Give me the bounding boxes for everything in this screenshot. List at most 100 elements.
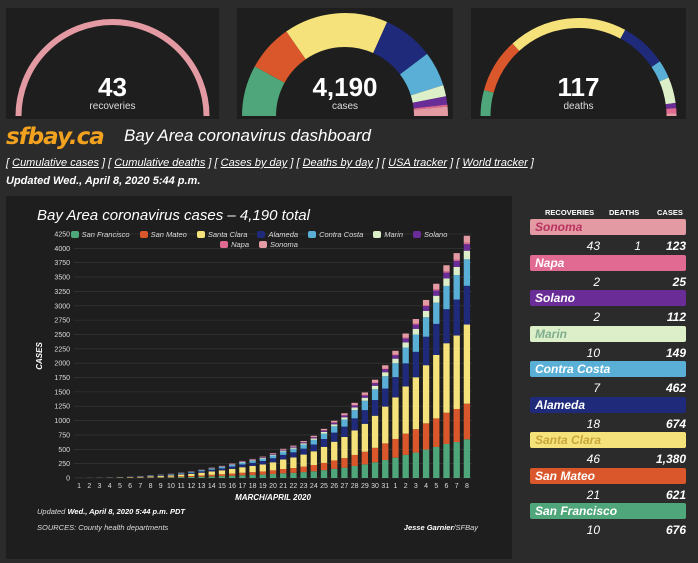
bar-segment-san-mateo — [198, 475, 205, 477]
bar-segment-santa-clara — [167, 475, 175, 477]
bar-segment-sonoma — [290, 445, 297, 447]
bar-segment-san-mateo — [157, 476, 164, 478]
y-tick-label: 250 — [58, 461, 70, 468]
legend-swatch — [413, 231, 422, 238]
y-axis-label: CASES — [35, 342, 44, 370]
x-tick-label: 20 — [269, 483, 277, 490]
bar-segment-san-francisco — [453, 442, 460, 478]
chart-sources: SOURCES: County health departments — [37, 523, 169, 532]
bar-segment-santa-clara — [382, 406, 389, 444]
bar-segment-contra-costa — [392, 363, 399, 378]
bar-segment-marin — [392, 358, 399, 364]
bar-segment-san-francisco — [433, 446, 440, 478]
county-bar-san-francisco: San Francisco — [530, 503, 686, 519]
bar-segment-marin — [412, 328, 420, 335]
bar-segment-santa-clara — [310, 451, 317, 466]
bar-segment-contra-costa — [443, 285, 450, 310]
link-cumulative-cases[interactable]: Cumulative cases — [12, 157, 99, 169]
x-tick-label: 3 — [414, 483, 418, 490]
y-tick-label: 3000 — [54, 303, 70, 310]
bar-segment-alameda — [157, 475, 164, 476]
bar-segment-sonoma — [351, 402, 358, 406]
bar-segment-san-francisco — [259, 474, 266, 478]
gauge-segment-recoveries — [15, 19, 210, 117]
bar-segment-marin — [280, 450, 287, 452]
bar-segment-santa-clara — [371, 415, 379, 448]
table-header-recoveries: RECOVERIES — [545, 208, 595, 217]
link-cases-by-day[interactable]: Cases by day — [220, 157, 288, 169]
bar-segment-solano — [259, 457, 266, 458]
bar-segment-marin — [259, 457, 266, 459]
gauge-segment-santa-clara — [512, 18, 626, 51]
y-tick-label: 3250 — [54, 289, 70, 296]
bar-segment-san-mateo — [290, 468, 297, 473]
bar-segment-contra-costa — [422, 317, 430, 337]
bar-segment-alameda — [300, 448, 307, 455]
bar-segment-solano — [392, 355, 399, 359]
x-tick-label: 8 — [149, 483, 153, 490]
bar-segment-san-francisco — [167, 477, 175, 478]
county-cases: 676 — [665, 523, 686, 537]
bar-segment-alameda — [371, 400, 379, 416]
chart-updated: Updated Wed., April 8, 2020 5:44 p.m. PD… — [37, 507, 185, 516]
legend-label: Solano — [424, 230, 448, 239]
legend-item-contra-costa: Contra Costa — [308, 230, 363, 239]
bar-segment-san-francisco — [310, 471, 317, 478]
bar-segment-marin — [341, 417, 348, 420]
y-tick-label: 2000 — [54, 361, 70, 368]
y-tick-label: 2250 — [54, 346, 70, 353]
bar-segment-san-francisco — [208, 476, 215, 478]
county-recoveries: 2 — [593, 310, 600, 324]
bar-segment-santa-clara — [392, 397, 399, 439]
bar-segment-alameda — [422, 336, 430, 366]
x-tick-label: 28 — [351, 483, 359, 490]
link-cumulative-deaths[interactable]: Cumulative deaths — [114, 157, 206, 169]
legend-label: Santa Clara — [207, 230, 248, 239]
x-tick-label: 9 — [159, 483, 163, 490]
bar-segment-napa — [361, 394, 369, 396]
y-tick-label: 4000 — [54, 246, 70, 253]
x-tick-label: 29 — [361, 483, 369, 490]
bar-segment-san-francisco — [188, 476, 195, 478]
bar-segment-marin — [269, 454, 277, 456]
credit-author: Jesse Garnier — [403, 523, 454, 532]
legend-swatch — [139, 231, 148, 238]
link-usa-tracker[interactable]: USA tracker — [388, 157, 448, 169]
bar-segment-alameda — [412, 351, 420, 378]
bar-segment-san-francisco — [341, 467, 348, 478]
bar-segment-solano — [290, 446, 297, 448]
county-recoveries: 10 — [586, 523, 600, 537]
bar-segment-san-mateo — [310, 465, 317, 472]
bar-segment-alameda — [269, 458, 277, 463]
bar-segment-san-mateo — [371, 447, 379, 463]
chart-title: Bay Area coronavirus cases – 4,190 total — [37, 207, 310, 224]
x-tick-label: 31 — [381, 483, 389, 490]
bar-segment-contra-costa — [290, 448, 297, 453]
bar-segment-alameda — [198, 471, 205, 473]
bar-segment-santa-clara — [300, 454, 307, 467]
link-deaths-by-day[interactable]: Deaths by day — [302, 157, 373, 169]
bar-segment-napa — [412, 323, 420, 325]
bar-segment-marin — [300, 443, 307, 445]
x-tick-label: 16 — [228, 483, 236, 490]
bar-segment-santa-clara — [137, 476, 144, 478]
bar-segment-san-mateo — [208, 474, 215, 477]
bar-segment-contra-costa — [300, 444, 307, 449]
bar-segment-santa-clara — [422, 365, 430, 424]
bar-segment-marin — [290, 447, 297, 449]
bar-segment-contra-costa — [453, 274, 460, 300]
x-tick-label: 19 — [259, 483, 267, 490]
bar-segment-sonoma — [259, 456, 266, 458]
x-tick-label: 26 — [330, 483, 338, 490]
bar-segment-contra-costa — [229, 464, 236, 467]
bar-segment-san-mateo — [229, 473, 236, 476]
chart-legend-row1: San Francisco San Mateo Santa Clara Alameda… — [6, 230, 512, 239]
sfbay-logo[interactable]: sfbay.ca — [6, 124, 118, 150]
bar-segment-san-mateo — [351, 454, 358, 466]
bar-segment-san-francisco — [177, 477, 185, 478]
x-tick-label: 22 — [290, 483, 298, 490]
link-world-tracker[interactable]: World tracker — [462, 157, 528, 169]
bar-segment-marin — [382, 372, 389, 377]
bar-segment-contra-costa — [177, 473, 185, 474]
bar-segment-marin — [433, 295, 440, 303]
